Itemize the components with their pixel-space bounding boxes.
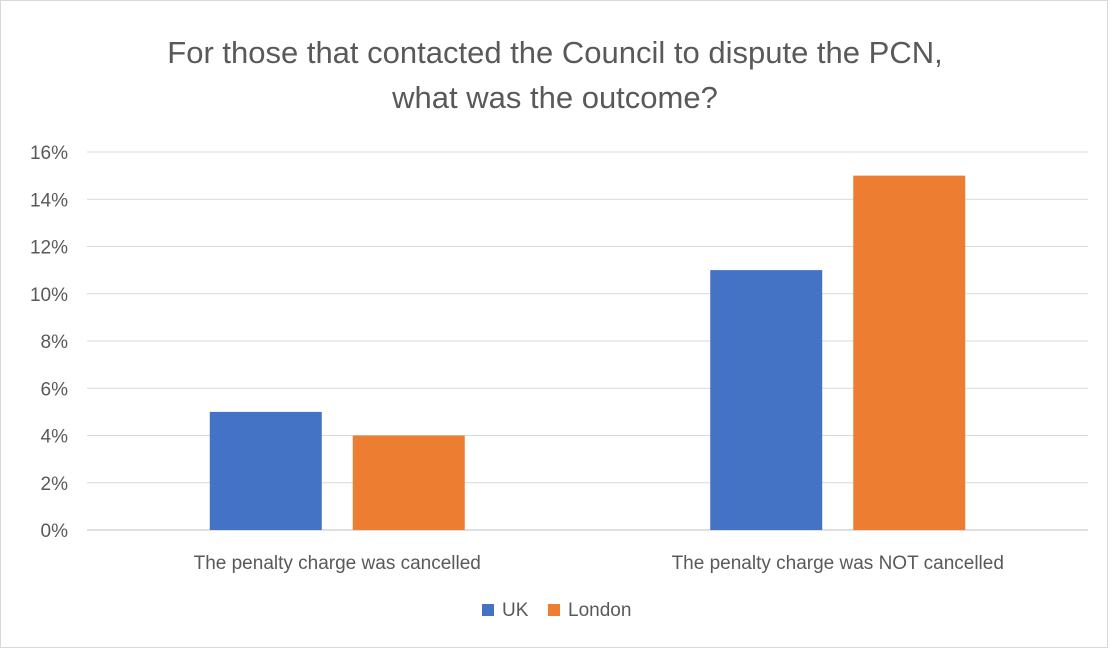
y-tick-label: 2% [41, 474, 69, 495]
legend-swatch [482, 604, 494, 616]
legend-label: UK [502, 600, 529, 621]
y-tick-label: 4% [41, 427, 69, 448]
bar [352, 435, 465, 530]
category-label: The penalty charge was NOT cancelled [672, 553, 1004, 574]
bar [209, 411, 322, 530]
y-tick-label: 16% [30, 143, 68, 164]
y-tick-label: 12% [30, 238, 68, 259]
y-tick-label: 6% [41, 379, 69, 400]
legend-label: London [568, 600, 631, 621]
y-tick-label: 0% [41, 521, 69, 542]
y-tick-label: 8% [41, 332, 69, 353]
category-label: The penalty charge was cancelled [194, 553, 481, 574]
chart-title: For those that contacted the Council to … [167, 35, 943, 115]
bar [853, 175, 966, 530]
y-tick-label: 10% [30, 285, 68, 306]
y-tick-label: 14% [30, 190, 68, 211]
bar [710, 270, 823, 530]
legend-swatch [548, 604, 560, 616]
